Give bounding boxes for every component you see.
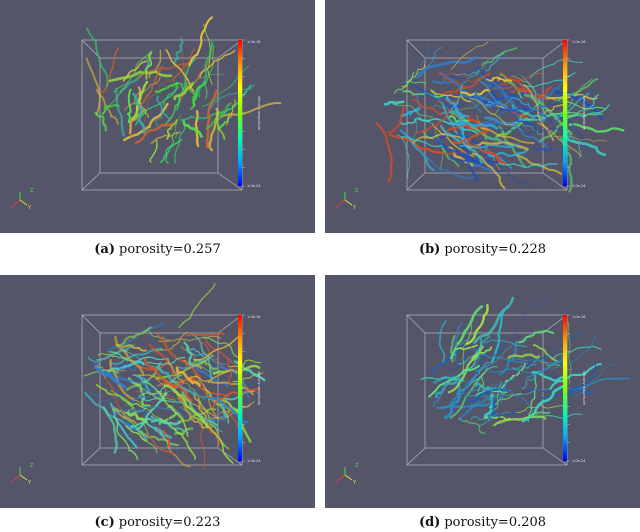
svg-text:Z: Z bbox=[30, 463, 34, 469]
orientation-axes: Z X Y bbox=[10, 188, 34, 211]
svg-text:Y: Y bbox=[352, 205, 357, 211]
colorbar-top-label: 1.0e-16 bbox=[572, 40, 585, 44]
caption-text: porosity=0.257 bbox=[119, 242, 221, 257]
streamlines bbox=[375, 41, 625, 193]
orientation-axes: Z X Y bbox=[335, 188, 359, 211]
streamlines bbox=[83, 283, 266, 470]
colorbar-title: Velocity magnitude bbox=[257, 96, 261, 130]
caption-d: (d) porosity=0.208 bbox=[325, 515, 640, 531]
caption-letter: (d) bbox=[418, 515, 441, 530]
colorbar-bottom-label: 1.0e-24 bbox=[572, 184, 586, 188]
orientation-axes: Z X Y bbox=[335, 463, 359, 486]
caption-text: porosity=0.228 bbox=[444, 242, 547, 257]
colorbar-bottom-label: 1.0e-24 bbox=[572, 459, 586, 463]
colorbar-bottom-label: 1.0e-24 bbox=[247, 459, 261, 463]
color-bar: 1.0e-16 1.0e-24 Velocity magnitude bbox=[238, 314, 261, 463]
svg-text:X: X bbox=[10, 480, 14, 486]
color-bar: 1.0e-16 1.0e-24 Velocity magnitude bbox=[563, 314, 586, 463]
visualization-panel-d: 1.0e-16 1.0e-24 Velocity magnitude Z X Y bbox=[325, 275, 640, 508]
caption-a: (a) porosity=0.257 bbox=[0, 242, 315, 258]
colorbar-title: Velocity magnitude bbox=[582, 96, 586, 130]
svg-text:X: X bbox=[335, 205, 339, 211]
caption-b: (b) porosity=0.228 bbox=[325, 242, 640, 258]
svg-text:X: X bbox=[335, 480, 339, 486]
svg-text:Z: Z bbox=[355, 463, 359, 469]
visualization-panel-b: 1.0e-16 1.0e-24 Velocity magnitude Z X Y bbox=[325, 0, 640, 233]
svg-text:Y: Y bbox=[27, 205, 32, 211]
color-bar: 1.0e-16 1.0e-24 Velocity magnitude bbox=[563, 39, 586, 188]
streamlines bbox=[420, 296, 630, 435]
streamline-render: 1.0e-16 1.0e-24 Velocity magnitude Z X Y bbox=[335, 39, 625, 211]
streamline-render: 1.0e-16 1.0e-24 Velocity magnitude Z X Y bbox=[10, 283, 266, 486]
caption-c: (c) porosity=0.223 bbox=[0, 515, 315, 531]
svg-text:X: X bbox=[10, 205, 14, 211]
visualization-panel-c: 1.0e-16 1.0e-24 Velocity magnitude Z X Y bbox=[0, 275, 315, 508]
svg-text:Z: Z bbox=[30, 188, 34, 194]
colorbar-title: Velocity magnitude bbox=[257, 371, 261, 405]
color-bar: 1.0e-16 1.0e-24 Velocity magnitude bbox=[238, 39, 261, 188]
svg-text:Y: Y bbox=[352, 480, 357, 486]
streamlines bbox=[85, 16, 282, 164]
svg-text:Z: Z bbox=[355, 188, 359, 194]
streamline-render: 1.0e-16 1.0e-24 Velocity magnitude Z X Y bbox=[10, 16, 282, 211]
orientation-axes: Z X Y bbox=[10, 463, 34, 486]
colorbar-top-label: 1.0e-16 bbox=[247, 315, 260, 319]
caption-text: porosity=0.223 bbox=[118, 515, 221, 530]
streamline-render: 1.0e-16 1.0e-24 Velocity magnitude Z X Y bbox=[335, 296, 630, 486]
svg-text:Y: Y bbox=[27, 480, 32, 486]
caption-letter: (c) bbox=[94, 515, 115, 530]
visualization-panel-a: 1.0e-16 1.0e-24 Velocity magnitude Z X Y bbox=[0, 0, 315, 233]
colorbar-top-label: 1.0e-16 bbox=[247, 40, 260, 44]
colorbar-top-label: 1.0e-16 bbox=[572, 315, 585, 319]
caption-letter: (a) bbox=[94, 242, 116, 257]
colorbar-title: Velocity magnitude bbox=[582, 371, 586, 405]
colorbar-bottom-label: 1.0e-24 bbox=[247, 184, 261, 188]
caption-text: porosity=0.208 bbox=[444, 515, 547, 530]
caption-letter: (b) bbox=[418, 242, 441, 257]
